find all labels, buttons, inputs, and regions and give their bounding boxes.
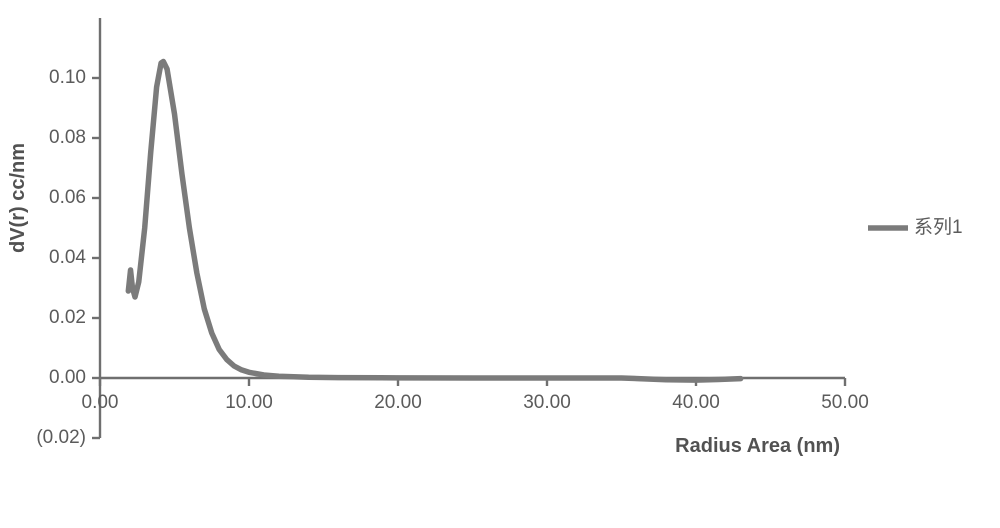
x-tick-label: 30.00 (523, 392, 571, 413)
x-tick-label: 40.00 (672, 392, 720, 413)
y-axis-label: dV(r) cc/nm (7, 143, 29, 253)
y-tick-label: 0.10 (49, 67, 86, 88)
line-chart: (0.02) 0.00 0.02 0.04 0.06 0.08 0.10 0.00 10.00 2… (0, 0, 1000, 528)
y-tick-label: 0.02 (49, 307, 86, 328)
x-tick-label: 10.00 (225, 392, 273, 413)
y-tick-label: 0.04 (49, 247, 86, 268)
y-tick-label: 0.08 (49, 127, 86, 148)
x-tick-label: 20.00 (374, 392, 422, 413)
legend-label: 系列1 (914, 216, 963, 238)
x-tick-label: 0.00 (82, 392, 119, 413)
x-tick-label: 50.00 (821, 392, 869, 413)
y-tick-label: 0.06 (49, 187, 86, 208)
x-axis-label: Radius Area (nm) (675, 435, 840, 457)
y-tick-label: 0.00 (49, 367, 86, 388)
y-tick-label: (0.02) (36, 427, 86, 448)
